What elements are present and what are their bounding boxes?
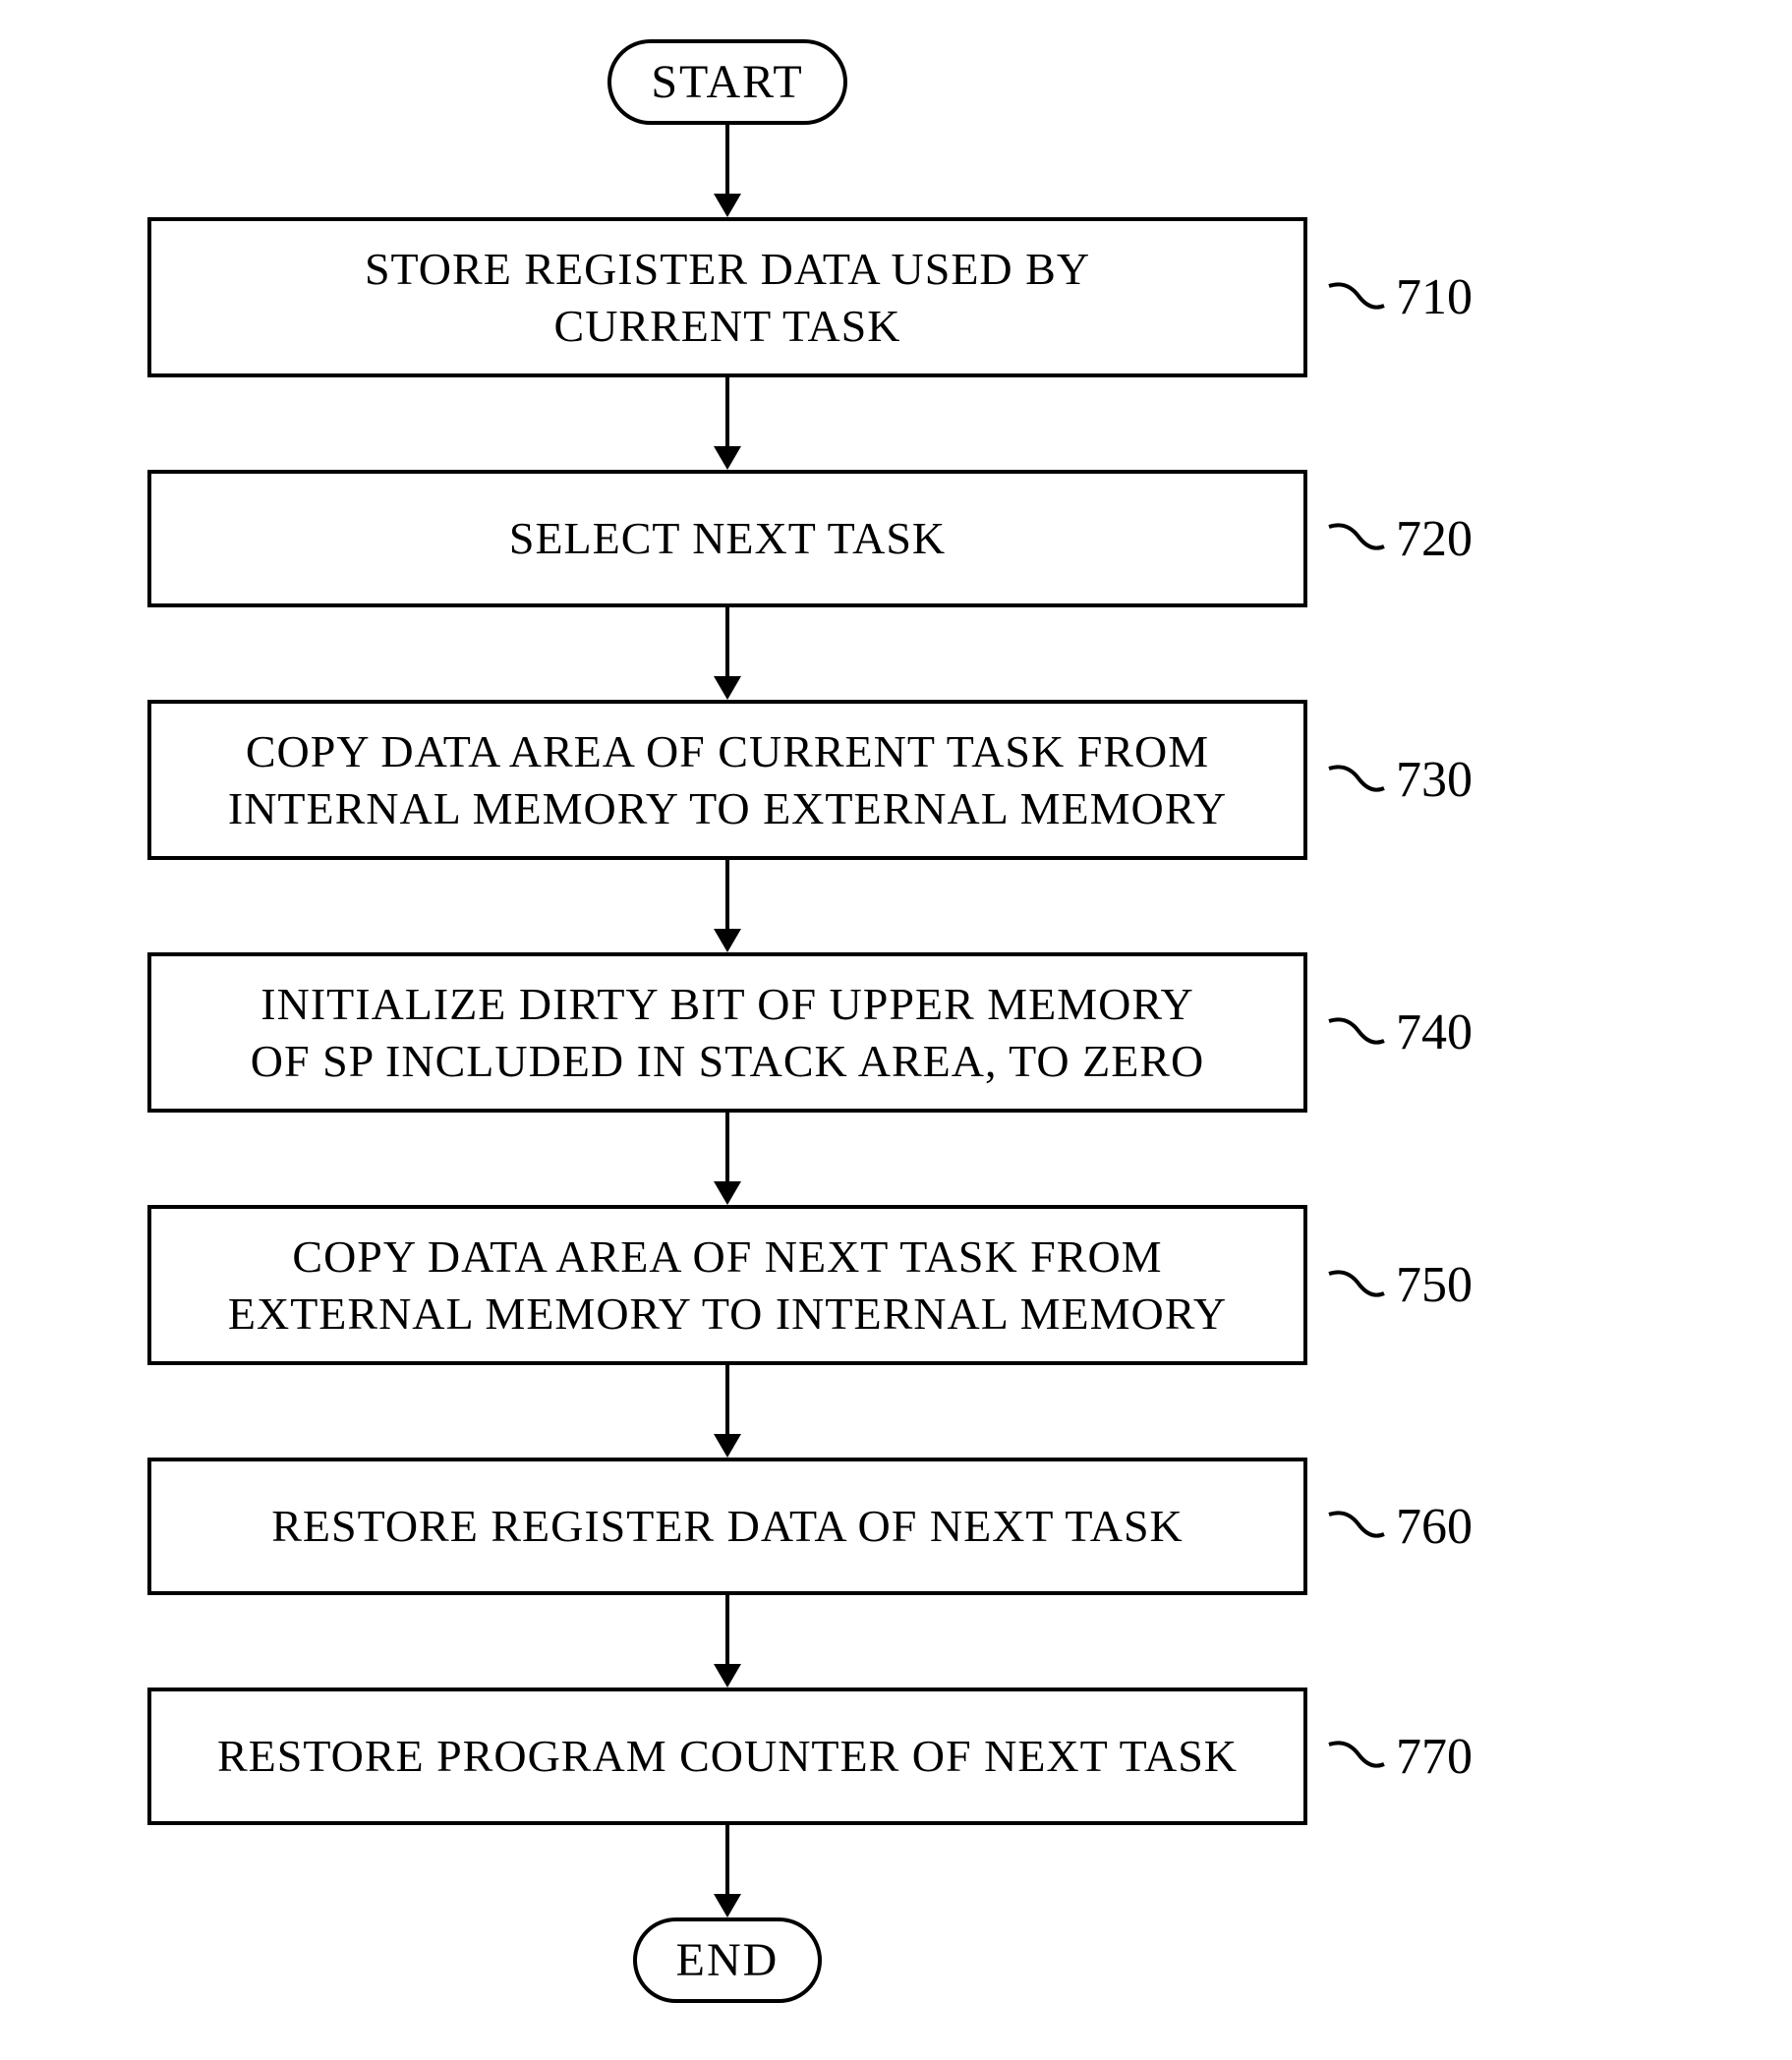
arrow-0 bbox=[147, 125, 1307, 217]
step-ref-720: 720 bbox=[1327, 510, 1473, 568]
step-row-760: RESTORE REGISTER DATA OF NEXT TASK 760 bbox=[147, 1458, 1622, 1595]
step-ref-number: 750 bbox=[1396, 1256, 1473, 1314]
step-ref-730: 730 bbox=[1327, 751, 1473, 809]
step-row-720: SELECT NEXT TASK 720 bbox=[147, 470, 1622, 607]
step-ref-number: 710 bbox=[1396, 268, 1473, 326]
arrow-4 bbox=[147, 1113, 1307, 1205]
step-row-750: COPY DATA AREA OF NEXT TASK FROMEXTERNAL… bbox=[147, 1205, 1622, 1365]
step-box-770: RESTORE PROGRAM COUNTER OF NEXT TASK bbox=[147, 1688, 1307, 1825]
step-box-760: RESTORE REGISTER DATA OF NEXT TASK bbox=[147, 1458, 1307, 1595]
step-ref-number: 760 bbox=[1396, 1498, 1473, 1556]
arrow-5 bbox=[147, 1365, 1307, 1458]
step-ref-number: 720 bbox=[1396, 510, 1473, 568]
start-terminal-wrap: START bbox=[147, 39, 1307, 125]
step-box-740: INITIALIZE DIRTY BIT OF UPPER MEMORYOF S… bbox=[147, 952, 1307, 1113]
step-box-730: COPY DATA AREA OF CURRENT TASK FROMINTER… bbox=[147, 700, 1307, 860]
arrow-6 bbox=[147, 1595, 1307, 1688]
end-terminal-wrap: END bbox=[147, 1917, 1307, 2003]
step-box-750: COPY DATA AREA OF NEXT TASK FROMEXTERNAL… bbox=[147, 1205, 1307, 1365]
arrow-3 bbox=[147, 860, 1307, 952]
arrow-1 bbox=[147, 377, 1307, 470]
step-ref-760: 760 bbox=[1327, 1498, 1473, 1556]
step-ref-740: 740 bbox=[1327, 1003, 1473, 1061]
step-row-740: INITIALIZE DIRTY BIT OF UPPER MEMORYOF S… bbox=[147, 952, 1622, 1113]
step-ref-number: 740 bbox=[1396, 1003, 1473, 1061]
step-ref-770: 770 bbox=[1327, 1728, 1473, 1786]
step-ref-710: 710 bbox=[1327, 268, 1473, 326]
step-box-710: STORE REGISTER DATA USED BYCURRENT TASK bbox=[147, 217, 1307, 377]
step-ref-750: 750 bbox=[1327, 1256, 1473, 1314]
step-row-730: COPY DATA AREA OF CURRENT TASK FROMINTER… bbox=[147, 700, 1622, 860]
step-box-720: SELECT NEXT TASK bbox=[147, 470, 1307, 607]
start-terminal: START bbox=[607, 39, 846, 125]
step-row-710: STORE REGISTER DATA USED BYCURRENT TASK 7… bbox=[147, 217, 1622, 377]
arrow-2 bbox=[147, 607, 1307, 700]
arrow-7 bbox=[147, 1825, 1307, 1917]
end-terminal: END bbox=[633, 1917, 823, 2003]
step-ref-number: 770 bbox=[1396, 1728, 1473, 1786]
step-row-770: RESTORE PROGRAM COUNTER OF NEXT TASK 770 bbox=[147, 1688, 1622, 1825]
step-ref-number: 730 bbox=[1396, 751, 1473, 809]
flowchart-container: START STORE REGISTER DATA USED BYCURRENT… bbox=[147, 39, 1622, 2003]
